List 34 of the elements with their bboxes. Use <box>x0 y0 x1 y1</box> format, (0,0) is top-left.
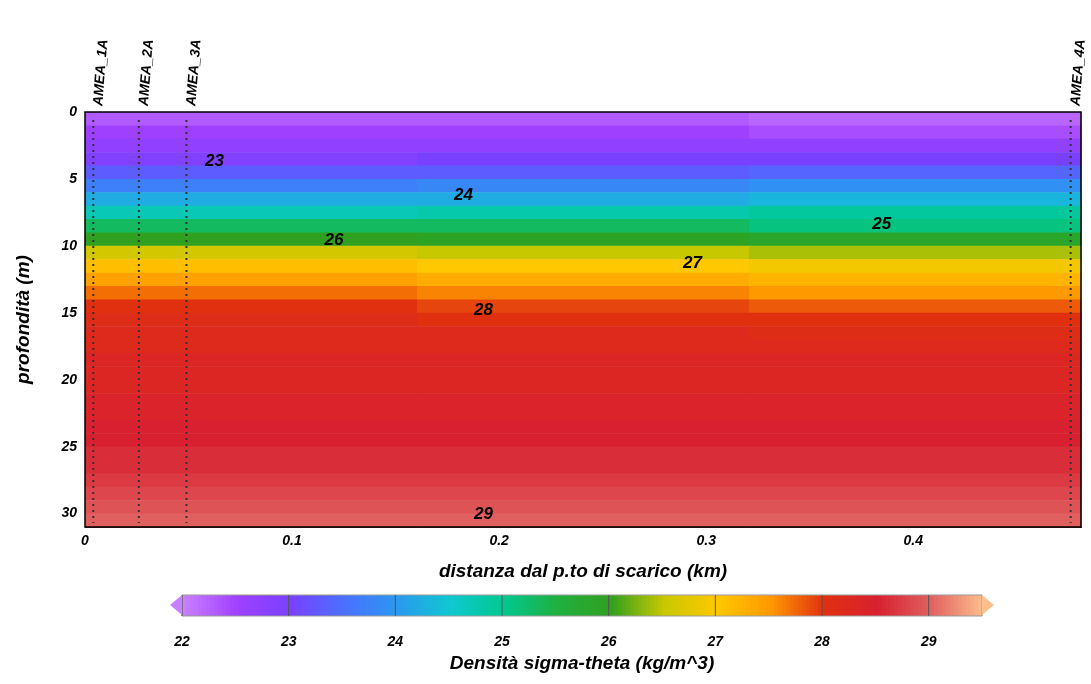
annotation: 27 <box>682 253 704 273</box>
color-bar-label: 25 <box>493 632 510 649</box>
color-bar-label: 29 <box>919 632 937 649</box>
ref-line-label: AMEA_3A <box>182 38 204 108</box>
x-tick-label: 0 <box>81 532 90 549</box>
y-tick-label: 25 <box>60 437 78 454</box>
y-tick-label: 15 <box>61 303 78 320</box>
color-bar-title: Densità sigma-theta (kg/m^3) <box>449 652 715 674</box>
x-tick-label: 0.1 <box>282 532 303 549</box>
y-tick-label: 30 <box>61 504 78 521</box>
y-tick-label: 0 <box>69 102 78 119</box>
annotation: 25 <box>871 213 892 233</box>
annotation: 29 <box>472 504 494 524</box>
x-tick-label: 0.4 <box>903 532 924 549</box>
annotation: 24 <box>453 184 474 204</box>
annotation: 26 <box>323 230 344 250</box>
ref-line-label: AMEA_4A <box>1066 38 1088 108</box>
color-bar-label: 23 <box>279 632 297 649</box>
x-tick-label: 0.2 <box>489 532 510 549</box>
color-bar-label: 26 <box>599 632 617 649</box>
y-axis-title: profondità (m) <box>11 255 33 385</box>
y-tick-label: 10 <box>61 236 78 253</box>
x-axis-title: distanza dal p.to di scarico (km) <box>438 559 728 581</box>
y-tick-label: 20 <box>60 370 78 387</box>
color-bar-label: 22 <box>173 632 190 649</box>
ref-line-label: AMEA_1A <box>89 38 111 108</box>
annotation: 28 <box>472 299 494 319</box>
color-bar-label: 24 <box>386 632 404 649</box>
ref-line-label: AMEA_2A <box>134 38 157 108</box>
y-tick-label: 5 <box>69 169 78 186</box>
color-bar-label: 27 <box>706 632 725 649</box>
annotation: 23 <box>204 151 225 171</box>
x-tick-label: 0.3 <box>696 532 717 549</box>
color-bar-label: 28 <box>813 632 830 649</box>
